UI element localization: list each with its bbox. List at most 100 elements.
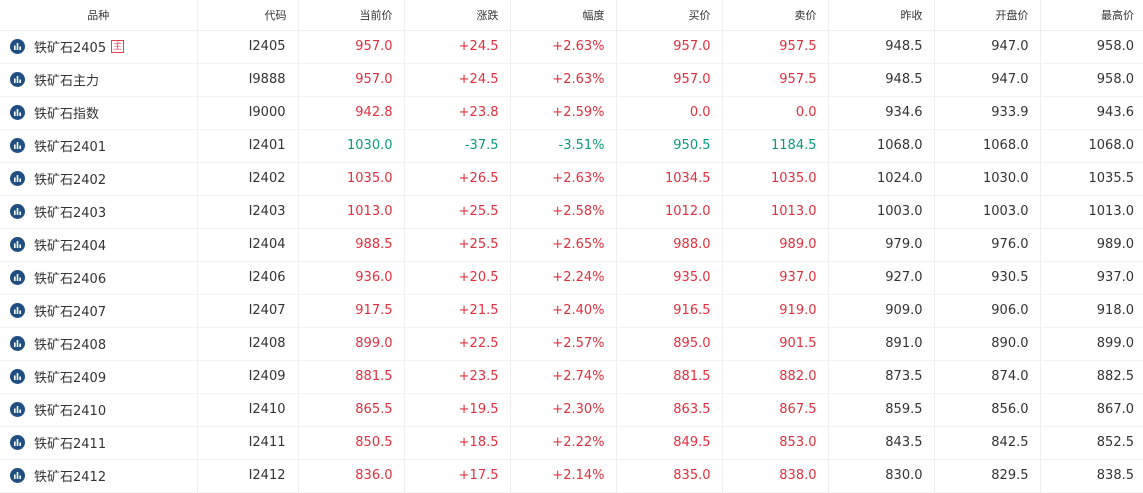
name-cell: 铁矿石2402 (0, 162, 198, 196)
header-change[interactable]: 涨跌 (404, 0, 511, 31)
bid-cell: 1012.0 (616, 195, 723, 229)
instrument-name[interactable]: 铁矿石2412 (34, 470, 107, 485)
table-row[interactable]: 铁矿石2408 I2408 899.0 +22.5 +2.57% 895.0 901.5 89… (0, 327, 1143, 361)
pct-cell: +2.74% (510, 360, 617, 394)
bar-chart-icon-glyph (14, 472, 21, 479)
name-cell: 铁矿石2406 (0, 261, 198, 295)
header-bid[interactable]: 买价 (616, 0, 723, 31)
change-cell: +26.5 (404, 162, 511, 196)
ask-cell: 919.0 (722, 294, 829, 328)
instrument-name[interactable]: 铁矿石2410 (34, 404, 107, 419)
chart-icon[interactable] (10, 237, 25, 252)
chart-icon[interactable] (10, 402, 25, 417)
high-cell: 943.6 (1040, 96, 1143, 130)
price-cell: 1035.0 (298, 162, 405, 196)
table-row[interactable]: 铁矿石2411 I2411 850.5 +18.5 +2.22% 849.5 853.0 84… (0, 426, 1143, 460)
table-row[interactable]: 铁矿石2402 I2402 1035.0 +26.5 +2.63% 1034.5 1035.… (0, 162, 1143, 196)
instrument-name[interactable]: 铁矿石2402 (34, 173, 107, 188)
code-cell: I2410 (197, 393, 299, 427)
ask-cell: 1184.5 (722, 129, 829, 163)
table-row[interactable]: 铁矿石2401 I2401 1030.0 -37.5 -3.51% 950.5 1184.5… (0, 129, 1143, 163)
pct-cell: +2.58% (510, 195, 617, 229)
bid-cell: 957.0 (616, 30, 723, 64)
prev-close-cell: 859.5 (828, 393, 935, 427)
table-row[interactable]: 铁矿石2412 I2412 836.0 +17.5 +2.14% 835.0 838.0 83… (0, 459, 1143, 493)
table-row[interactable]: 铁矿石2403 I2403 1013.0 +25.5 +2.58% 1012.0 1013.… (0, 195, 1143, 229)
chart-icon[interactable] (10, 105, 25, 120)
change-cell: -37.5 (404, 129, 511, 163)
bar-chart-icon-glyph (14, 175, 21, 182)
header-high[interactable]: 最高价 (1040, 0, 1143, 31)
header-name[interactable]: 品种 (0, 0, 198, 31)
open-cell: 890.0 (934, 327, 1041, 361)
price-cell: 865.5 (298, 393, 405, 427)
instrument-name[interactable]: 铁矿石2408 (34, 338, 107, 353)
header-price[interactable]: 当前价 (298, 0, 405, 31)
chart-icon[interactable] (10, 39, 25, 54)
instrument-name[interactable]: 铁矿石2407 (34, 305, 107, 320)
header-prev-close[interactable]: 昨收 (828, 0, 935, 31)
prev-close-cell: 1068.0 (828, 129, 935, 163)
chart-icon[interactable] (10, 204, 25, 219)
table-row[interactable]: 铁矿石2405 主 I2405 957.0 +24.5 +2.63% 957.0 957.5 9… (0, 30, 1143, 64)
price-cell: 957.0 (298, 30, 405, 64)
table-header-row: 品种 代码 当前价 涨跌 幅度 买价 卖价 昨收 开盘价 最高价 (0, 0, 1143, 31)
chart-icon[interactable] (10, 303, 25, 318)
open-cell: 976.0 (934, 228, 1041, 262)
chart-icon[interactable] (10, 138, 25, 153)
table-row[interactable]: 铁矿石2410 I2410 865.5 +19.5 +2.30% 863.5 867.5 85… (0, 393, 1143, 427)
instrument-name[interactable]: 铁矿石主力 (34, 74, 100, 89)
code-cell: I2405 (197, 30, 299, 64)
prev-close-cell: 909.0 (828, 294, 935, 328)
chart-icon[interactable] (10, 468, 25, 483)
table-row[interactable]: 铁矿石2404 I2404 988.5 +25.5 +2.65% 988.0 989.0 97… (0, 228, 1143, 262)
header-code[interactable]: 代码 (197, 0, 299, 31)
instrument-name[interactable]: 铁矿石2409 (34, 371, 107, 386)
chart-icon[interactable] (10, 435, 25, 450)
instrument-name[interactable]: 铁矿石2405 (34, 41, 107, 56)
header-open[interactable]: 开盘价 (934, 0, 1041, 31)
open-cell: 947.0 (934, 30, 1041, 64)
pct-cell: +2.63% (510, 30, 617, 64)
chart-icon[interactable] (10, 336, 25, 351)
header-ask[interactable]: 卖价 (722, 0, 829, 31)
instrument-name[interactable]: 铁矿石2403 (34, 206, 107, 221)
pct-cell: +2.59% (510, 96, 617, 130)
header-pct[interactable]: 幅度 (510, 0, 617, 31)
bid-cell: 950.5 (616, 129, 723, 163)
pct-cell: +2.14% (510, 459, 617, 493)
instrument-name[interactable]: 铁矿石2411 (34, 437, 107, 452)
chart-icon[interactable] (10, 369, 25, 384)
instrument-name[interactable]: 铁矿石指数 (34, 107, 100, 122)
change-cell: +18.5 (404, 426, 511, 460)
name-cell: 铁矿石2405 主 (0, 30, 198, 64)
code-cell: I2409 (197, 360, 299, 394)
table-row[interactable]: 铁矿石主力 I9888 957.0 +24.5 +2.63% 957.0 957.5 948.… (0, 63, 1143, 97)
instrument-name[interactable]: 铁矿石2406 (34, 272, 107, 287)
code-cell: I2408 (197, 327, 299, 361)
table-row[interactable]: 铁矿石指数 I9000 942.8 +23.8 +2.59% 0.0 0.0 934.6 933… (0, 96, 1143, 130)
table-row[interactable]: 铁矿石2407 I2407 917.5 +21.5 +2.40% 916.5 919.0 90… (0, 294, 1143, 328)
table-row[interactable]: 铁矿石2409 I2409 881.5 +23.5 +2.74% 881.5 882.0 87… (0, 360, 1143, 394)
open-cell: 906.0 (934, 294, 1041, 328)
code-cell: I2402 (197, 162, 299, 196)
chart-icon[interactable] (10, 72, 25, 87)
pct-cell: +2.63% (510, 63, 617, 97)
pct-cell: +2.57% (510, 327, 617, 361)
change-cell: +22.5 (404, 327, 511, 361)
instrument-name[interactable]: 铁矿石2401 (34, 140, 107, 155)
chart-icon[interactable] (10, 270, 25, 285)
ask-cell: 882.0 (722, 360, 829, 394)
chart-icon[interactable] (10, 171, 25, 186)
open-cell: 856.0 (934, 393, 1041, 427)
bar-chart-icon-glyph (14, 340, 21, 347)
open-cell: 1030.0 (934, 162, 1041, 196)
bar-chart-icon-glyph (14, 406, 21, 413)
pct-cell: +2.65% (510, 228, 617, 262)
ask-cell: 0.0 (722, 96, 829, 130)
ask-cell: 989.0 (722, 228, 829, 262)
prev-close-cell: 873.5 (828, 360, 935, 394)
instrument-name[interactable]: 铁矿石2404 (34, 239, 107, 254)
table-row[interactable]: 铁矿石2406 I2406 936.0 +20.5 +2.24% 935.0 937.0 92… (0, 261, 1143, 295)
name-cell: 铁矿石2404 (0, 228, 198, 262)
